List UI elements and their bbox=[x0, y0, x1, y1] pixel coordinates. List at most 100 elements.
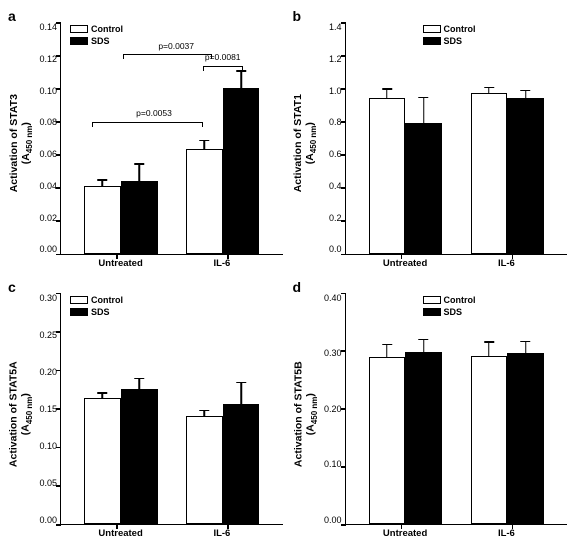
y-tick-label: 0.20 bbox=[39, 367, 57, 377]
ylabel-paren-close: ) bbox=[20, 393, 32, 397]
panel-letter: b bbox=[293, 8, 302, 24]
panel-c: cActivation of STAT5A(A450 nm)ControlSDS… bbox=[8, 279, 283, 540]
error-bar bbox=[488, 342, 490, 357]
panel-d: dActivation of STAT5B(A450 nm)ControlSDS… bbox=[293, 279, 568, 540]
x-label-il6: IL-6 bbox=[470, 258, 543, 269]
y-tick-label: 0.14 bbox=[39, 22, 57, 32]
legend-label-sds: SDS bbox=[444, 307, 463, 317]
y-tick-label: 0.25 bbox=[39, 330, 57, 340]
y-tick-label: 0.40 bbox=[324, 293, 342, 303]
bar-group bbox=[369, 293, 442, 525]
legend-row-control: Control bbox=[423, 24, 476, 34]
legend-row-sds: SDS bbox=[423, 307, 476, 317]
y-tick-label: 0.00 bbox=[39, 244, 57, 254]
ylabel: Activation of STAT5B(A450 nm) bbox=[292, 361, 318, 467]
y-tick-label: 0.10 bbox=[39, 441, 57, 451]
error-bar bbox=[102, 393, 104, 399]
y-tick-label: 0.20 bbox=[324, 404, 342, 414]
legend-label-sds: SDS bbox=[91, 307, 110, 317]
x-label-il6: IL-6 bbox=[185, 528, 258, 539]
panel-letter: c bbox=[8, 279, 16, 295]
x-tick-mark bbox=[512, 524, 514, 529]
chart-grid: aActivation of STAT3(A450 nm)ControlSDS0… bbox=[8, 8, 567, 539]
error-bar bbox=[423, 340, 425, 353]
legend-row-sds: SDS bbox=[70, 307, 123, 317]
ylabel-subscript: 450 nm bbox=[25, 396, 34, 424]
y-tick-mark bbox=[56, 524, 61, 526]
x-label-untreated: Untreated bbox=[84, 528, 157, 539]
ylabel-main: Activation of STAT5A bbox=[8, 361, 20, 467]
x-tick-mark bbox=[116, 254, 118, 259]
ylabel-main: Activation of STAT1 bbox=[292, 94, 304, 192]
legend: Control SDS bbox=[70, 24, 123, 46]
x-labels: Untreated IL-6 bbox=[345, 255, 568, 269]
legend-label-sds: SDS bbox=[91, 36, 110, 46]
bar-group bbox=[84, 22, 157, 254]
ylabel-sub-line: (A450 nm) bbox=[304, 94, 318, 192]
bars-area bbox=[346, 22, 568, 254]
error-bar bbox=[525, 342, 527, 355]
x-tick-mark bbox=[512, 254, 514, 259]
bar-sds bbox=[507, 98, 544, 253]
significance-label: p=0.0053 bbox=[136, 108, 172, 118]
legend-swatch-control bbox=[423, 296, 441, 304]
y-tick-label: 0.30 bbox=[324, 348, 342, 358]
chart-box: 0.140.120.100.080.060.040.020.00p=0.0037… bbox=[34, 8, 283, 269]
y-tick-label: 0.06 bbox=[39, 149, 57, 159]
x-tick-mark bbox=[401, 254, 403, 259]
significance-bracket bbox=[123, 54, 212, 55]
legend-label-control: Control bbox=[444, 24, 476, 34]
x-label-untreated: Untreated bbox=[84, 258, 157, 269]
error-bar bbox=[240, 383, 242, 406]
error-bar bbox=[240, 71, 242, 89]
x-tick-mark bbox=[116, 524, 118, 529]
ylabel-paren-close: ) bbox=[304, 393, 316, 397]
significance-bracket bbox=[203, 66, 243, 67]
panel-letter: a bbox=[8, 8, 16, 24]
legend-swatch-sds bbox=[423, 37, 441, 45]
x-tick-mark bbox=[401, 524, 403, 529]
ylabel-wrap: Activation of STAT1(A450 nm) bbox=[293, 8, 319, 269]
y-tick-label: 0.04 bbox=[39, 181, 57, 191]
x-label-untreated: Untreated bbox=[369, 258, 442, 269]
legend-label-control: Control bbox=[91, 24, 123, 34]
bar-control bbox=[471, 93, 508, 253]
ylabel-wrap: Activation of STAT3(A450 nm) bbox=[8, 8, 34, 269]
error-bar bbox=[204, 141, 206, 151]
y-tick-label: 0.10 bbox=[324, 459, 342, 469]
bar-group bbox=[84, 293, 157, 525]
ylabel-paren-open: (A bbox=[20, 424, 32, 435]
y-tick-label: 0.00 bbox=[324, 515, 342, 525]
legend-swatch-control bbox=[423, 25, 441, 33]
x-label-il6: IL-6 bbox=[185, 258, 258, 269]
bar-group bbox=[471, 293, 544, 525]
ylabel: Activation of STAT5A(A450 nm) bbox=[8, 361, 34, 467]
plot-area bbox=[345, 293, 568, 526]
legend-row-control: Control bbox=[423, 295, 476, 305]
legend-row-sds: SDS bbox=[423, 36, 476, 46]
legend-label-sds: SDS bbox=[444, 36, 463, 46]
bar-control bbox=[369, 357, 406, 524]
ylabel-sub-line: (A450 nm) bbox=[20, 94, 34, 192]
significance-label: p=0.0081 bbox=[205, 52, 241, 62]
x-labels: Untreated IL-6 bbox=[60, 525, 283, 539]
bar-control bbox=[369, 98, 406, 253]
bar-control bbox=[186, 416, 223, 524]
plot-area bbox=[60, 293, 283, 526]
error-bar bbox=[386, 89, 388, 99]
y-tick-label: 1.4 bbox=[329, 22, 342, 32]
bar-sds bbox=[121, 181, 158, 254]
ylabel-sub-line: (A450 nm) bbox=[304, 361, 318, 467]
ylabel-paren-open: (A bbox=[20, 153, 32, 164]
y-tick-label: 0.05 bbox=[39, 478, 57, 488]
plot-wrap: 0.40 0.30 0.20 0.10 0.00 bbox=[319, 293, 568, 526]
y-tick-label: 1.0 bbox=[329, 86, 342, 96]
legend-swatch-sds bbox=[70, 37, 88, 45]
ylabel-paren-close: ) bbox=[304, 122, 316, 126]
y-tick-mark bbox=[341, 524, 346, 526]
ylabel-wrap: Activation of STAT5B(A450 nm) bbox=[293, 279, 319, 540]
panel-b: bActivation of STAT1(A450 nm)ControlSDS1… bbox=[293, 8, 568, 269]
plot-area bbox=[345, 22, 568, 255]
error-bar bbox=[138, 379, 140, 390]
ylabel-main: Activation of STAT3 bbox=[8, 94, 20, 192]
